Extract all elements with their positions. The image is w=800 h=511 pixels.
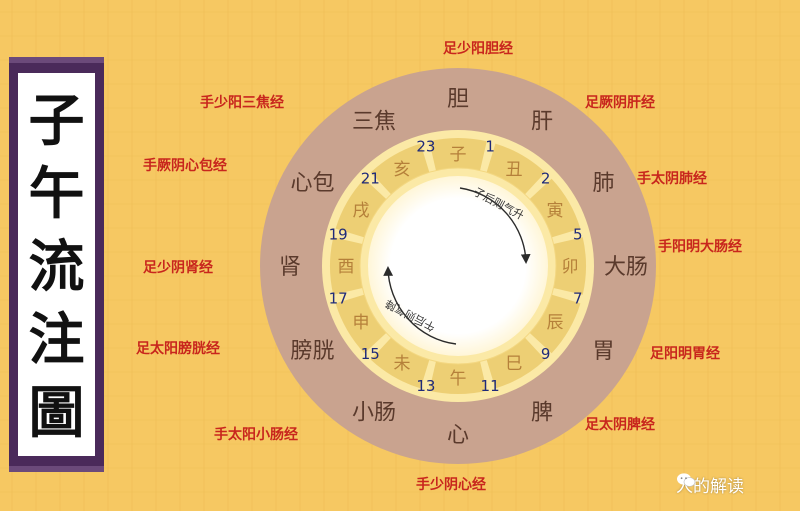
- meridian-triple-burner: 手少阳三焦经: [200, 95, 284, 111]
- scroll-bottom-rod: [9, 466, 104, 472]
- segment-mark: [553, 237, 587, 295]
- organ-label: 三焦: [352, 109, 396, 134]
- hour-label: 13: [416, 377, 435, 395]
- branch-label: 申: [353, 313, 370, 333]
- watermark: 人的解读: [676, 472, 744, 497]
- branch-label: 子: [450, 145, 467, 165]
- organ-label: 心包: [290, 171, 334, 196]
- meridian-bladder: 足太阳膀胱经: [136, 341, 220, 357]
- hour-label: 11: [481, 377, 500, 395]
- branch-label: 寅: [547, 201, 564, 221]
- organ-label: 膀胱: [290, 339, 334, 364]
- title-char-4: 注: [29, 307, 85, 373]
- segment-mark: [335, 294, 387, 354]
- hour-label: 1: [485, 138, 495, 156]
- segment-marks: [330, 138, 587, 394]
- segment-mark: [429, 361, 487, 394]
- title-scroll: 子 午 流 注 圖: [9, 57, 104, 472]
- hour-label: 23: [416, 138, 435, 156]
- branch-label: 丑: [506, 160, 523, 180]
- segment-mark: [429, 138, 487, 171]
- scroll-paper: [18, 73, 95, 456]
- segment-mark: [330, 237, 363, 295]
- segment-mark: [370, 143, 430, 195]
- organ-label: 胆: [447, 87, 469, 112]
- meridian-spleen: 足太阴脾经: [585, 417, 655, 433]
- branch-label: 戌: [353, 201, 370, 221]
- meridian-stomach: 足阳明胃经: [650, 346, 720, 362]
- title-char-3: 流: [29, 234, 85, 300]
- branch-label: 辰: [547, 313, 564, 333]
- organ-label: 胃: [592, 339, 614, 364]
- segment-inner-ring: [359, 167, 557, 365]
- title-char-2: 午: [29, 161, 85, 227]
- segment-mark: [335, 178, 387, 238]
- segment-mark: [370, 337, 430, 389]
- hour-label: 21: [361, 170, 380, 188]
- title-char-5: 圖: [29, 380, 85, 446]
- segment-mark: [486, 143, 546, 195]
- organ-label: 脾: [531, 400, 553, 425]
- meridian-liver: 足厥阴肝经: [585, 95, 655, 111]
- organ-label: 肺: [592, 171, 614, 196]
- inner-disc: [368, 176, 548, 356]
- hour-label: 15: [361, 345, 380, 363]
- hour-label: 2: [541, 170, 551, 188]
- hour-label: 17: [329, 290, 348, 308]
- title-char-1: 子: [29, 88, 85, 154]
- segment-mark: [486, 337, 546, 389]
- hour-label: 7: [573, 290, 583, 308]
- hour-labels: 1 23 2 5 7 9 11 13 15 17 19 21: [329, 138, 583, 396]
- branch-label: 午: [450, 369, 467, 389]
- organ-label: 心: [447, 423, 469, 448]
- meridian-lung: 手太阴肺经: [637, 171, 707, 187]
- organ-label: 肾: [279, 255, 301, 280]
- branch-label: 巳: [506, 354, 523, 374]
- segment-mark: [529, 178, 581, 238]
- branch-label: 亥: [394, 160, 411, 180]
- branch-label: 酉: [338, 257, 355, 277]
- meridian-small-intestine: 手太阳小肠经: [214, 427, 298, 443]
- hour-label: 19: [329, 225, 348, 243]
- wechat-icon: [677, 473, 696, 487]
- hour-label: 5: [573, 225, 583, 243]
- qi-fall-arrow: [383, 266, 457, 345]
- scroll-top-rod: [9, 57, 104, 63]
- meridian-kidney: 足少阴肾经: [143, 260, 213, 276]
- meridian-pericardium: 手厥阴心包经: [143, 158, 227, 174]
- organ-label: 大肠: [604, 255, 648, 280]
- meridian-gallbladder: 足少阳胆经: [443, 41, 513, 57]
- hour-label: 9: [541, 345, 551, 363]
- branch-label: 卯: [562, 257, 579, 277]
- meridian-large-intestine: 手阳明大肠经: [658, 239, 742, 255]
- organ-label: 肝: [531, 109, 553, 134]
- qi-rise-arrow: [459, 187, 531, 264]
- organ-label: 小肠: [352, 400, 396, 425]
- meridian-heart: 手少阴心经: [416, 477, 486, 493]
- branch-label: 未: [394, 354, 411, 374]
- segment-mark: [529, 294, 581, 354]
